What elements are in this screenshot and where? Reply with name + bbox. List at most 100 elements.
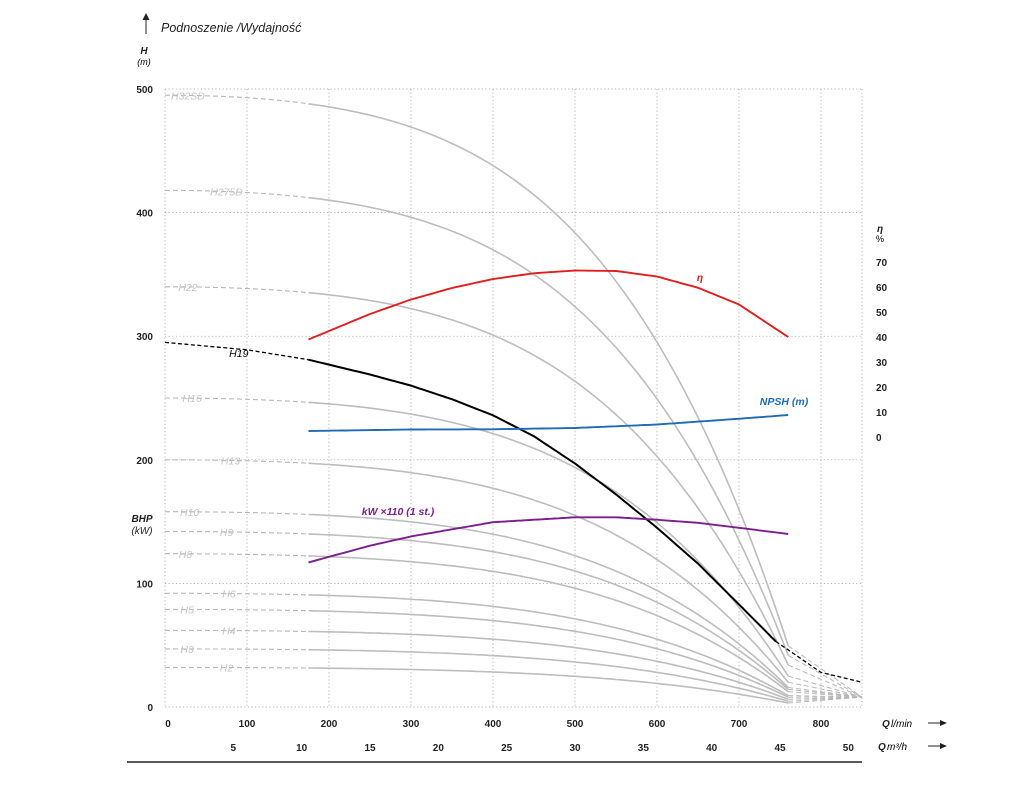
y2-tick-70: 70 <box>876 258 888 269</box>
x-tick-800: 800 <box>813 719 830 730</box>
x-axis-arrow-head <box>940 720 947 726</box>
label-h10: H10 <box>180 507 199 519</box>
curve-h10 <box>308 513 789 689</box>
curve-h9 <box>308 533 789 691</box>
curve-h9-tail <box>788 688 863 698</box>
y2-axis-label: η <box>877 224 883 235</box>
y2-tick-60: 60 <box>876 283 888 294</box>
curve-h275d-tail <box>787 654 863 698</box>
curve-h2-ext <box>165 666 309 669</box>
curve-h2 <box>308 667 789 704</box>
x2-tick-10: 10 <box>296 743 308 754</box>
bhp-unit: (kW) <box>131 526 152 537</box>
series-kw <box>308 516 789 564</box>
label-h9: H9 <box>220 527 234 539</box>
series-h19-tail <box>775 640 863 683</box>
series-label-npsh: NPSH (m) <box>760 396 809 408</box>
y-tick-200: 200 <box>136 456 153 467</box>
x-tick-400: 400 <box>485 719 502 730</box>
x2-tick-45: 45 <box>774 743 786 754</box>
curve-h32sd <box>308 103 789 647</box>
x2-tick-50: 50 <box>843 743 855 754</box>
x-tick-700: 700 <box>731 719 748 730</box>
x-axis-unit: l/min <box>891 719 913 730</box>
curve-h4-tail <box>788 696 863 700</box>
x-axis2-label-q: Q <box>878 742 886 753</box>
title-arrow-head <box>142 13 150 20</box>
label-h8: H8 <box>179 549 193 561</box>
curve-h16-tail <box>788 675 863 698</box>
x2-tick-25: 25 <box>501 743 513 754</box>
bhp-label: BHP <box>131 514 152 525</box>
label-h13: H13 <box>221 455 240 467</box>
curve-h13-tail <box>788 681 863 698</box>
x-tick-600: 600 <box>649 719 666 730</box>
y-tick-400: 400 <box>136 209 153 220</box>
y-tick-500: 500 <box>136 85 153 96</box>
x-tick-500: 500 <box>567 719 584 730</box>
label-h5: H5 <box>180 604 194 616</box>
y2-tick-50: 50 <box>876 308 888 319</box>
curve-h22 <box>308 291 789 666</box>
x2-tick-40: 40 <box>706 743 718 754</box>
curve-h16 <box>308 401 789 677</box>
curve-h8-tail <box>788 691 863 698</box>
curve-h275d <box>308 196 789 656</box>
label-h6: H6 <box>222 589 236 601</box>
curve-h22-tail <box>788 664 863 698</box>
curve-h6-ext <box>165 592 309 596</box>
curve-h6-tail <box>788 695 863 698</box>
label-h4: H4 <box>222 626 236 638</box>
series-label-eta: η <box>697 272 703 284</box>
chart-title: Podnoszenie /Wydajność <box>161 21 302 35</box>
curve-h2-tail <box>788 696 863 704</box>
curve-h9-ext <box>165 530 309 535</box>
grid <box>164 88 863 708</box>
curve-h13 <box>308 462 789 683</box>
curve-h3-tail <box>788 696 863 702</box>
x-tick-200: 200 <box>321 719 338 730</box>
label-h32sd: H32SD <box>171 90 205 102</box>
series-h19 <box>308 358 777 643</box>
x2-tick-20: 20 <box>433 743 445 754</box>
grey-curves: H32SD H275D H22 H16 H13 H10 H9 H8 H6 H5 H4 H3 H2 <box>165 90 863 704</box>
series-npsh <box>308 414 789 432</box>
series-layer: H19 η NPSH (m) kW ×110 (1 st.) <box>164 269 863 683</box>
x-tick-100: 100 <box>239 719 256 730</box>
y2-tick-0: 0 <box>876 433 882 444</box>
y-tick-100: 100 <box>136 579 153 590</box>
curve-h8 <box>308 555 789 693</box>
label-h275d: H275D <box>210 187 243 199</box>
x-axis2-arrow-head <box>940 743 947 749</box>
y-axis-unit: (m) <box>137 57 151 67</box>
label-h22: H22 <box>178 282 197 294</box>
curve-h32sd-tail <box>787 645 863 698</box>
y2-tick-20: 20 <box>876 383 888 394</box>
x2-tick-35: 35 <box>638 743 650 754</box>
label-h2: H2 <box>220 663 234 675</box>
series-eta <box>308 269 789 341</box>
x2-tick-30: 30 <box>569 743 581 754</box>
series-label-kw: kW ×110 (1 st.) <box>362 506 435 518</box>
label-h3: H3 <box>180 644 194 656</box>
curve-h4-ext <box>165 629 309 632</box>
y2-axis-unit: % <box>876 234 884 244</box>
x-axis-label-q: Q <box>882 719 890 730</box>
series-h19-ext <box>164 341 309 361</box>
label-h16: H16 <box>182 393 201 405</box>
y2-tick-10: 10 <box>876 408 888 419</box>
curve-h6 <box>308 594 789 697</box>
x-tick-300: 300 <box>403 719 420 730</box>
curve-h10-tail <box>788 687 863 698</box>
curve-h5 <box>308 609 789 698</box>
y-tick-0: 0 <box>147 703 153 714</box>
y-tick-300: 300 <box>136 332 153 343</box>
x-axis2-unit: m³/h <box>887 742 907 753</box>
y-axis-label: H <box>140 46 148 57</box>
curve-h4 <box>308 630 789 701</box>
x-tick-0: 0 <box>165 719 171 730</box>
series-label-h19: H19 <box>229 348 248 360</box>
y2-tick-40: 40 <box>876 333 888 344</box>
